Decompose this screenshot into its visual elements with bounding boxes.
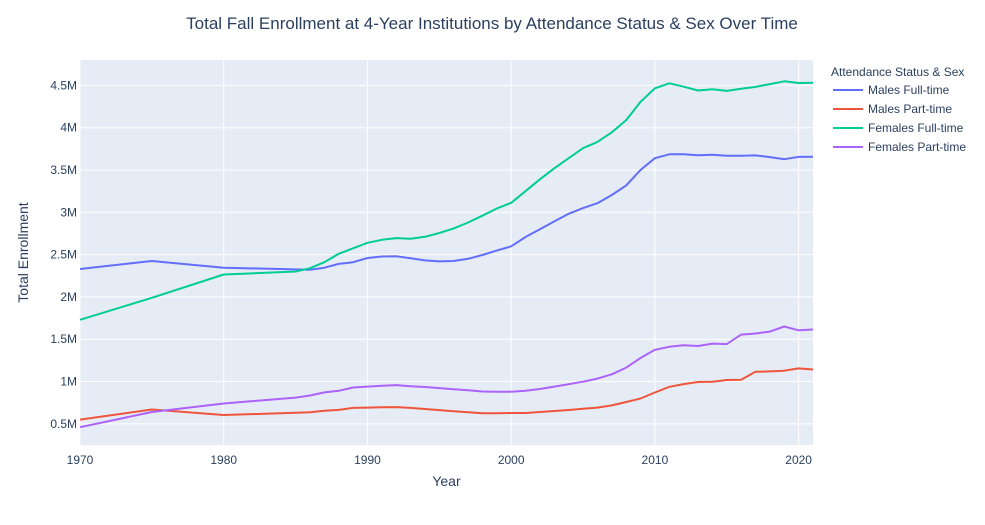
x-tick-label: 1990 (354, 453, 381, 467)
y-tick-label: 2.5M (50, 248, 77, 262)
legend-item[interactable]: Males Full-time (833, 83, 950, 97)
legend-item[interactable]: Females Part-time (833, 140, 966, 154)
y-tick-label: 3.5M (50, 163, 77, 177)
y-tick-label: 1M (60, 375, 77, 389)
legend-label: Females Full-time (868, 121, 964, 135)
x-tick-label: 1980 (210, 453, 237, 467)
legend-label: Males Part-time (868, 102, 952, 116)
plot-area (80, 60, 813, 445)
series-line-females-part-time[interactable] (79, 325, 814, 429)
x-tick-label: 2020 (785, 453, 812, 467)
legend-items[interactable]: Males Full-time Males Part-time Females Fu… (833, 83, 966, 154)
y-tick-label: 2M (60, 290, 77, 304)
gridlines (79, 60, 813, 445)
series-line-males-full-time[interactable] (79, 153, 814, 271)
x-axis-title: Year (432, 473, 461, 489)
series-line-males-part-time[interactable] (79, 367, 814, 421)
x-axis-ticks: 1970 1980 1990 2000 2010 2020 (67, 453, 813, 467)
y-tick-label: 3M (60, 205, 77, 219)
y-axis-ticks: 0.5M 1M 1.5M 2M 2.5M 3M 3.5M 4M 4.5M (50, 78, 77, 430)
legend-label: Females Part-time (868, 140, 966, 154)
legend-item[interactable]: Males Part-time (833, 102, 952, 116)
legend-item[interactable]: Females Full-time (833, 121, 964, 135)
series-lines (79, 80, 814, 429)
y-tick-label: 4M (60, 121, 77, 135)
legend-title: Attendance Status & Sex (831, 65, 964, 79)
legend-label: Males Full-time (868, 83, 950, 97)
chart-title: Total Fall Enrollment at 4-Year Institut… (186, 14, 798, 33)
y-tick-label: 4.5M (50, 78, 77, 92)
legend[interactable]: Attendance Status & Sex Males Full-timeM… (831, 65, 966, 154)
y-axis-title: Total Enrollment (15, 202, 31, 302)
series-line-females-full-time[interactable] (79, 80, 814, 321)
y-tick-label: 1.5M (50, 332, 77, 346)
x-tick-label: 1970 (67, 453, 94, 467)
x-tick-label: 2010 (642, 453, 669, 467)
y-tick-label: 0.5M (50, 417, 77, 431)
x-tick-label: 2000 (498, 453, 525, 467)
